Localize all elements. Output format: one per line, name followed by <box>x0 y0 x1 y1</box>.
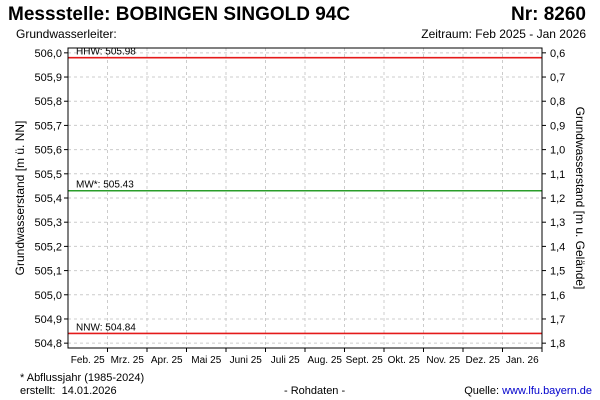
left-tick-label: 504,8 <box>34 338 62 350</box>
x-axis-ticks: Feb. 25 Mrz. 25 Apr. 25 Mai 25 Juni 25 Juli 2… <box>71 348 543 366</box>
right-tick-label: 1,4 <box>550 241 565 253</box>
x-tick-label: Jan. 26 <box>506 355 539 366</box>
x-tick-label: Mrz. 25 <box>111 355 145 366</box>
station-title: Messstelle: BOBINGEN SINGOLD 94C <box>8 4 351 25</box>
reference-lines: HHW: 505.98 MW*: 505.43 NNW: 504.84 <box>68 47 542 335</box>
right-axis-label: Grundwasserstand [m u. Gelände] <box>573 107 587 290</box>
left-axis-ticks: 506,0 505,9 505,8 505,7 505,6 505,5 505,4 505,3… <box>34 48 68 350</box>
aquifer-label: Grundwasserleiter: <box>16 27 117 41</box>
left-axis-label: Grundwasserstand [m ü. NN] <box>13 121 27 276</box>
period-label: Zeitraum: Feb 2025 - Jan 2026 <box>421 27 586 41</box>
x-tick-label: Aug. 25 <box>308 355 343 366</box>
right-tick-label: 1,0 <box>550 145 565 157</box>
source-label: Quelle: <box>464 385 500 397</box>
left-tick-label: 505,4 <box>34 193 62 205</box>
right-tick-label: 1,7 <box>550 314 565 326</box>
left-tick-label: 505,6 <box>34 145 62 157</box>
right-tick-label: 0,8 <box>550 96 565 108</box>
left-tick-label: 505,1 <box>34 266 62 278</box>
right-tick-label: 1,2 <box>550 193 565 205</box>
left-tick-label: 504,9 <box>34 314 62 326</box>
right-tick-label: 1,3 <box>550 217 565 229</box>
left-tick-label: 505,7 <box>34 120 62 132</box>
raw-data-label: - Rohdaten - <box>284 385 346 397</box>
created-info: erstellt: 14.01.2026 <box>20 385 117 397</box>
source-link[interactable]: www.lfu.bayern.de <box>502 385 592 397</box>
x-tick-label: Nov. 25 <box>426 355 460 366</box>
created-label: erstellt: <box>20 385 56 397</box>
right-tick-label: 0,7 <box>550 72 565 84</box>
station-number: Nr: 8260 <box>511 4 586 25</box>
reference-line-label: NNW: 504.84 <box>76 322 136 333</box>
right-axis-ticks: 0,6 0,7 0,8 0,9 1,0 1,1 1,2 1,3 1,4 1,5 1,6 1,7 1,8 <box>542 48 565 350</box>
x-tick-label: Juli 25 <box>271 355 300 366</box>
right-tick-label: 1,8 <box>550 338 565 350</box>
created-date: 14.01.2026 <box>61 385 117 397</box>
x-tick-label: Sept. 25 <box>346 355 384 366</box>
right-tick-label: 1,1 <box>550 169 565 181</box>
x-tick-label: Dez. 25 <box>466 355 501 366</box>
x-tick-label: Juni 25 <box>230 355 263 366</box>
left-tick-label: 505,9 <box>34 72 62 84</box>
horizontal-grid <box>68 52 542 344</box>
reference-line-label: MW*: 505.43 <box>76 180 134 191</box>
x-tick-label: Mai 25 <box>191 355 221 366</box>
left-tick-label: 505,3 <box>34 217 62 229</box>
footnote-mean-period: * Abflussjahr (1985-2024) <box>20 372 145 384</box>
x-tick-label: Okt. 25 <box>388 355 421 366</box>
x-tick-label: Apr. 25 <box>151 355 183 366</box>
left-tick-label: 505,2 <box>34 241 62 253</box>
left-tick-label: 505,8 <box>34 96 62 108</box>
right-tick-label: 0,6 <box>550 48 565 60</box>
reference-line-label: HHW: 505.98 <box>76 47 136 58</box>
left-tick-label: 506,0 <box>34 48 62 60</box>
left-tick-label: 505,5 <box>34 169 62 181</box>
x-tick-label: Feb. 25 <box>71 355 105 366</box>
right-tick-label: 1,5 <box>550 266 565 278</box>
source-info: Quelle: www.lfu.bayern.de <box>464 385 592 397</box>
left-tick-label: 505,0 <box>34 290 62 302</box>
right-tick-label: 1,6 <box>550 290 565 302</box>
right-tick-label: 0,9 <box>550 120 565 132</box>
